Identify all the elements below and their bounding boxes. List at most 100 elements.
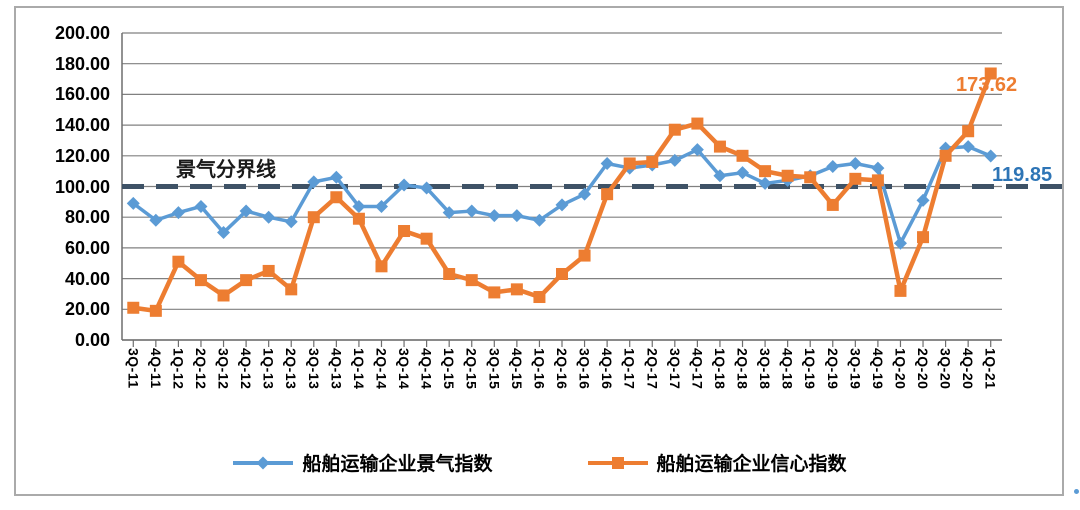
y-tick-label: 160.00: [54, 84, 110, 105]
x-tick-label: 4Q-15: [508, 348, 525, 390]
x-tick-label: 1Q-14: [350, 348, 367, 390]
data-point-square: [894, 284, 907, 297]
data-point-diamond: [826, 160, 840, 174]
data-point-diamond: [284, 215, 298, 229]
x-tick-label: 1Q-21: [982, 348, 999, 390]
y-tick-label: 120.00: [54, 145, 110, 166]
x-tick-label: 2Q-13: [283, 348, 300, 390]
y-tick-label: 200.00: [54, 23, 110, 43]
data-point-square: [713, 140, 726, 153]
data-point-diamond: [194, 199, 208, 213]
data-point-diamond: [984, 149, 998, 163]
data-point-square: [578, 249, 591, 262]
x-tick-label: 1Q-13: [260, 348, 277, 390]
y-tick-label: 0.00: [74, 330, 110, 350]
y-tick-label: 140.00: [54, 115, 110, 136]
chart-legend: 船舶运输企业景气指数 船舶运输企业信心指数: [0, 449, 1080, 476]
data-point-square: [488, 286, 501, 299]
data-point-diamond: [916, 193, 930, 207]
data-point-diamond: [690, 143, 704, 157]
x-tick-label: 2Q-19: [824, 348, 841, 390]
data-point-diamond: [758, 176, 772, 190]
data-point-diamond: [510, 209, 524, 223]
data-point-diamond: [262, 210, 276, 224]
data-point-square: [917, 231, 930, 244]
x-tick-label: 4Q-14: [418, 348, 435, 390]
data-point-diamond: [329, 170, 343, 184]
data-point-square: [533, 291, 546, 304]
data-point-square: [556, 267, 568, 280]
x-tick-label: 3Q-16: [576, 348, 593, 390]
x-tick-label: 2Q-18: [734, 348, 751, 390]
x-tick-label: 2Q-14: [373, 348, 390, 390]
data-point-square: [804, 171, 817, 184]
y-tick-label: 80.00: [64, 207, 110, 228]
x-tick-label: 2Q-20: [915, 348, 932, 390]
corner-artifact-dot: [1074, 489, 1079, 494]
data-point-diamond: [713, 169, 727, 183]
y-tick-label: 60.00: [64, 237, 110, 258]
data-point-square: [601, 188, 614, 201]
data-point-diamond: [307, 175, 321, 189]
data-point-square: [984, 67, 997, 80]
data-point-diamond: [420, 181, 434, 195]
x-tick-label: 4Q-18: [779, 348, 796, 390]
data-point-square: [240, 274, 253, 287]
x-tick-label: 4Q-16: [599, 348, 616, 390]
legend-item: 船舶运输企业景气指数: [233, 449, 493, 476]
annotation-prosperity-latest: 119.85: [992, 164, 1053, 186]
x-tick-label: 4Q-13: [328, 348, 345, 390]
data-point-square: [443, 267, 456, 280]
data-point-square: [352, 212, 365, 225]
data-point-square: [330, 191, 343, 204]
x-tick-label: 3Q-13: [305, 348, 322, 390]
data-point-square: [149, 304, 162, 317]
data-point-diamond: [848, 156, 862, 170]
x-tick-label: 4Q-19: [869, 348, 886, 390]
x-tick-label: 4Q-12: [238, 348, 255, 390]
x-tick-label: 2Q-17: [644, 348, 661, 390]
chart-frame: [14, 6, 1064, 496]
data-point-diamond: [487, 209, 501, 223]
data-point-diamond: [961, 140, 975, 154]
data-point-square: [623, 157, 636, 170]
data-point-square: [420, 232, 433, 245]
data-point-diamond: [532, 213, 546, 227]
x-tick-label: 1Q-17: [621, 348, 638, 390]
x-tick-label: 3Q-18: [757, 348, 774, 390]
x-tick-label: 1Q-16: [531, 348, 548, 390]
data-point-square: [939, 149, 952, 162]
data-point-diamond: [465, 204, 479, 218]
data-point-square: [849, 172, 862, 185]
data-point-square: [759, 165, 772, 178]
annotation-confidence-latest: 173.62: [956, 74, 1018, 96]
data-point-square: [194, 274, 207, 287]
x-tick-label: 2Q-15: [463, 348, 480, 390]
data-point-square: [307, 211, 320, 224]
x-tick-label: 1Q-12: [170, 348, 187, 390]
x-tick-label: 2Q-16: [554, 348, 570, 390]
data-point-diamond: [600, 156, 614, 170]
data-point-square: [217, 289, 230, 302]
y-tick-label: 180.00: [54, 53, 110, 74]
data-point-square: [691, 117, 704, 130]
data-point-diamond: [555, 198, 569, 212]
x-tick-label: 1Q-18: [711, 348, 728, 390]
data-point-square: [285, 283, 298, 296]
data-point-square: [510, 283, 523, 296]
x-tick-label: 3Q-20: [937, 348, 954, 390]
data-point-square: [736, 149, 749, 162]
data-point-diamond: [871, 161, 885, 175]
data-point-diamond: [149, 213, 163, 227]
x-tick-label: 3Q-19: [847, 348, 864, 390]
data-point-square: [262, 264, 275, 277]
data-point-square: [781, 169, 794, 182]
x-tick-label: 3Q-14: [396, 348, 413, 390]
data-point-square: [375, 260, 388, 273]
data-point-square: [962, 125, 975, 138]
x-tick-label: 2Q-12: [192, 348, 209, 390]
data-point-diamond: [239, 204, 253, 218]
y-tick-label: 100.00: [54, 176, 110, 197]
